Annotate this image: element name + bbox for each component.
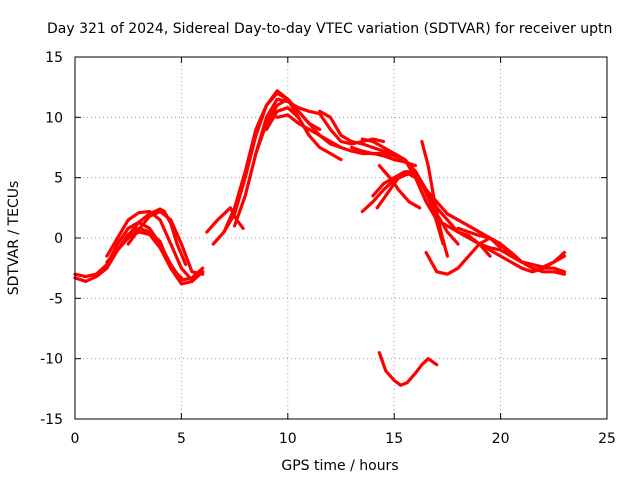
ticks: 0 5 10 15 20 25 -15 -10 -5 0 5 10 15: [40, 50, 616, 447]
series-line-9: [222, 89, 311, 234]
x-tick-label: 20: [492, 431, 510, 447]
grid: [75, 57, 607, 419]
x-tick-label: 0: [71, 431, 80, 447]
series-line-6: [120, 207, 188, 267]
series-line-3: [105, 209, 205, 282]
y-tick-label: 5: [54, 171, 63, 187]
x-tick-label: 5: [177, 431, 186, 447]
x-tick-label: 25: [598, 431, 616, 447]
series-line-19: [360, 170, 418, 214]
series-line-21: [420, 139, 449, 258]
y-axis-title: SDTVAR / TECUs: [6, 181, 22, 296]
series-line-13: [275, 113, 418, 168]
series-line-20: [377, 164, 422, 210]
y-tick-label: 0: [54, 231, 63, 247]
series-line-18: [375, 170, 445, 246]
x-tick-label: 15: [385, 431, 403, 447]
series-line-10: [233, 97, 386, 228]
y-tick-label: 15: [45, 50, 63, 66]
y-tick-label: -10: [40, 352, 63, 368]
series-layer: [73, 89, 566, 387]
y-tick-label: 10: [45, 110, 63, 126]
series-line-25: [477, 242, 566, 274]
x-axis-title: GPS time / hours: [281, 458, 398, 474]
chart-title: Day 321 of 2024, Sidereal Day-to-day VTE…: [47, 21, 612, 37]
series-line-23: [445, 212, 566, 274]
series-line-24: [456, 226, 566, 276]
x-tick-label: 10: [279, 431, 297, 447]
series-line-5: [105, 230, 183, 280]
series-line-26: [377, 351, 439, 387]
y-tick-label: -15: [40, 412, 63, 428]
series-line-16: [360, 137, 524, 264]
y-tick-label: -5: [49, 291, 63, 307]
